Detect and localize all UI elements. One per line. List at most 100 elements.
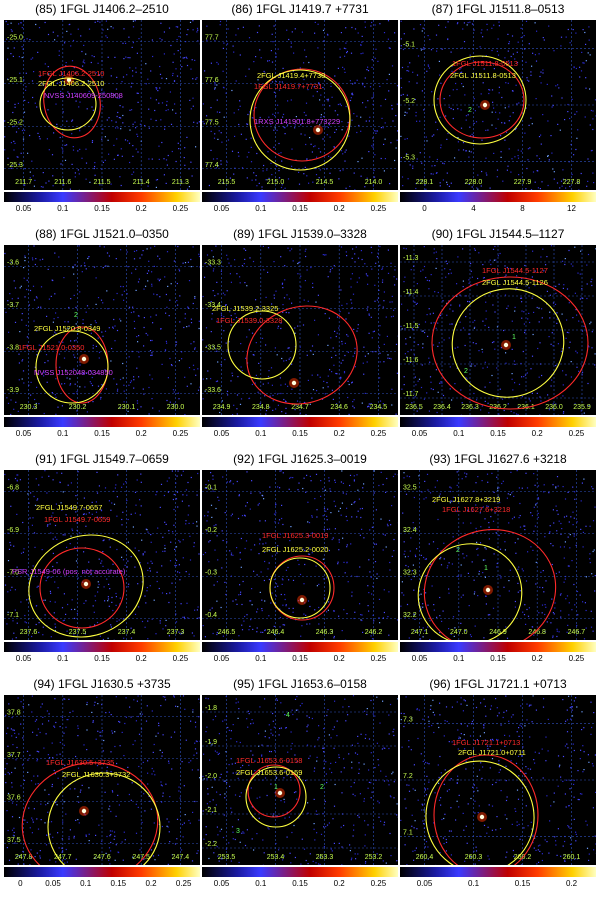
photon-dot <box>136 700 138 702</box>
photon-dot <box>265 542 267 544</box>
photon-dot <box>422 48 424 50</box>
photon-dot <box>546 83 548 85</box>
photon-dot <box>112 27 114 29</box>
photon-dot <box>583 412 585 414</box>
photon-dot <box>85 513 87 515</box>
photon-dot <box>547 394 549 396</box>
photon-dot <box>276 699 278 701</box>
photon-dot <box>576 314 578 316</box>
colorbar <box>400 642 596 652</box>
photon-dot <box>470 363 472 365</box>
photon-dot <box>551 95 553 97</box>
photon-dot <box>362 52 364 54</box>
photon-dot <box>400 605 402 607</box>
photon-dot <box>300 635 302 637</box>
photon-dot <box>280 256 282 258</box>
photon-dot <box>304 280 306 282</box>
photon-dot <box>305 614 307 616</box>
photon-dot <box>467 572 469 574</box>
photon-dot <box>271 592 273 594</box>
photon-dot <box>31 524 33 526</box>
photon-dot <box>361 35 363 37</box>
photon-dot <box>340 826 342 828</box>
photon-dot <box>521 301 523 303</box>
photon-dot <box>217 361 219 363</box>
photon-dot <box>326 33 329 35</box>
photon-dot <box>55 721 57 724</box>
photon-dot <box>60 163 62 165</box>
photon-dot <box>7 727 9 729</box>
photon-dot <box>18 855 20 857</box>
photon-dot <box>130 716 132 718</box>
photon-dot <box>345 27 347 29</box>
photon-dot <box>278 519 281 521</box>
photon-dot <box>89 370 92 372</box>
photon-dot <box>407 566 409 568</box>
photon-dot <box>383 343 385 345</box>
photon-dot <box>420 593 422 595</box>
photon-dot <box>534 181 536 183</box>
photon-dot <box>259 706 261 708</box>
photon-dot <box>524 264 526 267</box>
photon-dot <box>149 350 152 352</box>
photon-dot <box>136 52 138 54</box>
photon-dot <box>255 374 257 376</box>
photon-dot <box>131 109 133 111</box>
photon-dot <box>474 591 476 593</box>
photon-dot <box>18 353 20 355</box>
photon-dot <box>327 386 329 388</box>
photon-dot <box>310 349 312 352</box>
photon-dot <box>526 79 528 81</box>
photon-dot <box>413 354 415 356</box>
photon-dot <box>467 22 469 24</box>
photon-dot <box>509 115 511 117</box>
photon-dot <box>133 699 135 701</box>
photon-dot <box>270 783 272 785</box>
photon-dot <box>439 631 441 634</box>
photon-dot <box>568 565 570 567</box>
photon-dot <box>128 583 130 585</box>
photon-dot <box>439 493 441 495</box>
photon-dot <box>292 579 295 581</box>
photon-dot <box>183 157 185 159</box>
photon-dot <box>40 286 43 288</box>
photon-dot <box>343 561 345 563</box>
photon-dot <box>194 347 196 349</box>
photon-dot <box>414 341 416 343</box>
photon-dot <box>555 486 557 488</box>
photon-dot <box>285 412 287 414</box>
photon-dot <box>446 181 448 183</box>
photon-dot <box>539 414 541 415</box>
photon-dot <box>181 761 183 763</box>
photon-dot <box>449 486 451 488</box>
photon-dot <box>83 572 85 574</box>
photon-dot <box>499 595 501 597</box>
photon-dot <box>153 293 155 295</box>
source-label: 2FGL J1406.2-2510 <box>38 79 104 88</box>
photon-dot <box>24 819 26 821</box>
photon-dot <box>567 111 569 113</box>
photon-dot <box>356 753 359 755</box>
photon-dot <box>135 832 138 834</box>
ra-tick-label: 246.2 <box>365 629 383 636</box>
photon-dot <box>47 524 49 526</box>
photon-dot <box>507 165 509 167</box>
photon-dot <box>211 313 213 315</box>
photon-dot <box>88 561 90 563</box>
photon-dot <box>304 49 306 51</box>
photon-dot <box>118 804 120 806</box>
photon-dot <box>537 170 539 172</box>
photon-dot <box>244 282 246 284</box>
photon-dot <box>85 162 88 164</box>
photon-dot <box>406 112 408 114</box>
photon-dot <box>396 860 398 862</box>
photon-dot <box>459 321 461 323</box>
photon-dot <box>175 160 177 163</box>
photon-dot <box>340 376 342 378</box>
photon-dot <box>330 156 332 159</box>
photon-dot <box>21 27 23 29</box>
photon-dot <box>309 755 311 757</box>
photon-dot <box>219 389 221 391</box>
photon-dot <box>150 534 152 536</box>
photon-dot <box>241 370 243 372</box>
